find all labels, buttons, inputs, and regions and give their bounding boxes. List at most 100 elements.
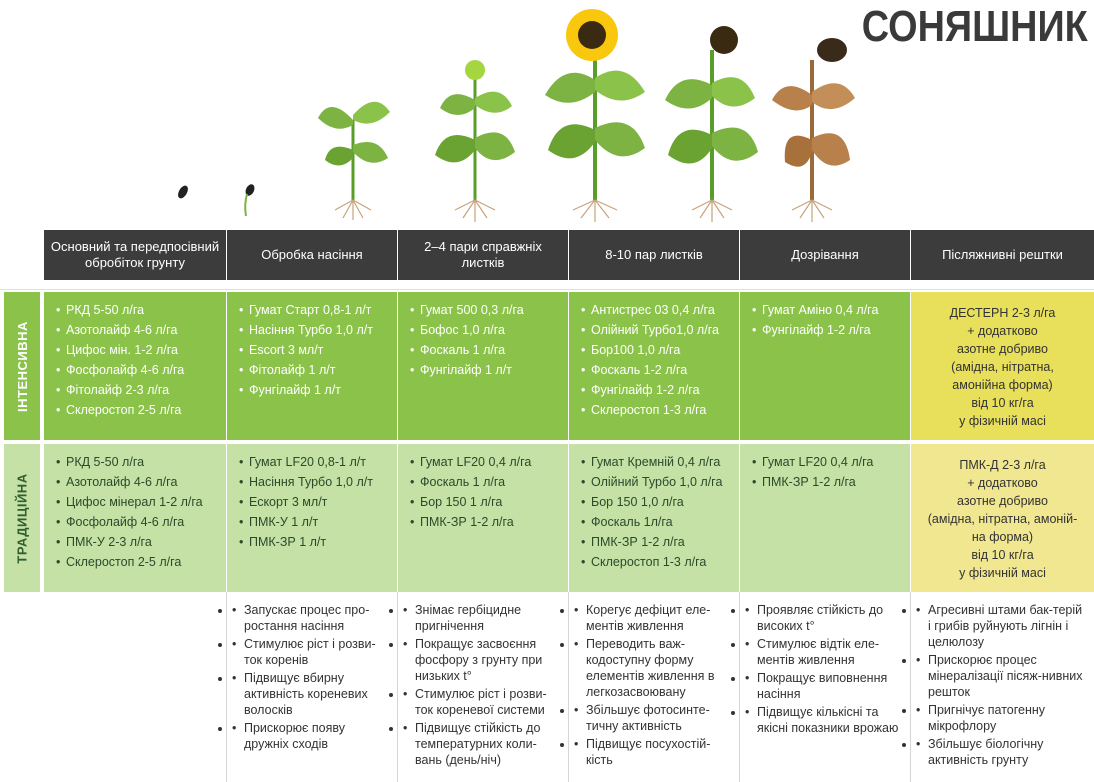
list-item: Гумат LF20 0,8-1 л/т bbox=[239, 452, 391, 472]
note-item: Підвищує посухостій-кість bbox=[574, 736, 734, 768]
list-item: Бор 150 1 л/га bbox=[410, 492, 562, 512]
text-line: + додатково bbox=[967, 476, 1038, 490]
notes-residues: Агресивні штами бак-терій і грибів руйну… bbox=[916, 602, 1088, 770]
cell-intensive-seed: Гумат Старт 0,8-1 л/т Насіння Турбо 1,0 … bbox=[227, 292, 397, 440]
note-item: Підвищує стійкість до температурних коли… bbox=[403, 720, 563, 768]
cell-intensive-2-4-leaves: Гумат 500 0,3 л/га Бофос 1,0 л/га Фоскал… bbox=[398, 292, 568, 440]
list-item: Гумат Аміно 0,4 л/га bbox=[752, 300, 904, 320]
sprouting-seed-icon bbox=[244, 184, 255, 217]
note-item: Збільшує біологічну активність грунту bbox=[916, 736, 1088, 768]
row-divider bbox=[0, 289, 1094, 290]
list-item: Фосфолайф 4-6 л/га bbox=[56, 360, 220, 380]
text-line: ДЕСТЕРН 2-3 л/га bbox=[949, 306, 1056, 320]
column-divider bbox=[910, 592, 911, 782]
text-line: азотне добриво bbox=[957, 494, 1048, 508]
list-item: Азотолайф 4-6 л/га bbox=[56, 320, 220, 340]
text-line: на форма) bbox=[971, 530, 1034, 544]
list-item: ПМК-ЗР 1-2 л/га bbox=[581, 532, 733, 552]
list-item: Бофос 1,0 л/га bbox=[410, 320, 562, 340]
text-line: у фізичній масі bbox=[959, 566, 1046, 580]
column-header-crop-residues: Післяжнивні рештки bbox=[911, 230, 1094, 280]
list-item: Фоскаль 1-2 л/га bbox=[581, 360, 733, 380]
row-label-traditional: ТРАДИЦІЙНА bbox=[4, 444, 40, 592]
list-item: РКД 5-50 л/га bbox=[56, 300, 220, 320]
list-item: Фоскаль 1 л/га bbox=[410, 472, 562, 492]
list-item: Насіння Турбо 1,0 л/т bbox=[239, 472, 391, 492]
list-item: ПМК-У 2-3 л/га bbox=[56, 532, 220, 552]
text-line: + додатково bbox=[967, 324, 1038, 338]
list-item: Склеростоп 1-3 л/га bbox=[581, 400, 733, 420]
text-line: амонійна форма) bbox=[952, 378, 1053, 392]
column-header-tillage: Основний та передпосівний обробіток грун… bbox=[44, 230, 226, 280]
text-line: (амідна, нітратна, bbox=[951, 360, 1054, 374]
list-item: Ескорт 3 мл/т bbox=[239, 492, 391, 512]
text-line: ПМК-Д 2-3 л/га bbox=[959, 458, 1046, 472]
note-item: Підвищує вбирну активність кореневих вол… bbox=[232, 670, 392, 718]
list-item: Фоскаль 1 л/га bbox=[410, 340, 562, 360]
note-item: Стимулює відтік еле-ментів живлення bbox=[745, 636, 905, 668]
list-item: Склеростоп 2-5 л/га bbox=[56, 400, 220, 420]
list-item: Склеростоп 1-3 л/га bbox=[581, 552, 733, 572]
list-item: ПМК-ЗР 1 л/т bbox=[239, 532, 391, 552]
column-header-seed-treatment: Обробка насіння bbox=[227, 230, 397, 280]
list-item: Бор100 1,0 л/га bbox=[581, 340, 733, 360]
text-line: у фізичній масі bbox=[959, 414, 1046, 428]
column-header-2-4-leaves: 2–4 пари справжніх листків bbox=[398, 230, 568, 280]
list-item: Цифос мін. 1-2 л/га bbox=[56, 340, 220, 360]
text-line: від 10 кг/га bbox=[971, 396, 1034, 410]
list-item: ПМК-У 1 л/т bbox=[239, 512, 391, 532]
notes-maturation: Проявляє стійкість до високих t° Стимулю… bbox=[745, 602, 905, 738]
cell-intensive-tillage: РКД 5-50 л/га Азотолайф 4-6 л/га Цифос м… bbox=[44, 292, 226, 440]
seed-icon bbox=[178, 185, 188, 199]
note-item: Корегує дефіцит еле-ментів живлення bbox=[574, 602, 734, 634]
cell-traditional-8-10-leaves: Гумат Кремній 0,4 л/га Олійний Турбо 1,0… bbox=[569, 444, 739, 592]
list-item: Фітолайф 2-3 л/га bbox=[56, 380, 220, 400]
cell-traditional-seed: Гумат LF20 0,8-1 л/т Насіння Турбо 1,0 л… bbox=[227, 444, 397, 592]
page-title: СОНЯШНИК bbox=[862, 2, 1088, 51]
column-divider bbox=[568, 592, 569, 782]
cell-intensive-maturation: Гумат Аміно 0,4 л/га Фунгілайф 1-2 л/га bbox=[740, 292, 910, 440]
list-item: Фітолайф 1 л/т bbox=[239, 360, 391, 380]
note-item: Підвищує кількісні та якісні показники в… bbox=[745, 704, 905, 736]
note-item: Пригнічує патогенну мікрофлору bbox=[916, 702, 1088, 734]
note-item: Агресивні штами бак-терій і грибів руйну… bbox=[916, 602, 1088, 650]
notes-2-4-leaves: Знімає гербіцидне пригнічення Покращує з… bbox=[403, 602, 563, 770]
list-item: РКД 5-50 л/га bbox=[56, 452, 220, 472]
cell-traditional-2-4-leaves: Гумат LF20 0,4 л/га Фоскаль 1 л/га Бор 1… bbox=[398, 444, 568, 592]
maturing-sunflower-icon bbox=[665, 26, 758, 222]
dried-sunflower-icon bbox=[772, 38, 855, 222]
list-item: Фунгілайф 1-2 л/га bbox=[752, 320, 904, 340]
column-divider bbox=[226, 592, 227, 782]
young-plant-with-bud-icon bbox=[435, 60, 515, 222]
text-line: азотне добриво bbox=[957, 342, 1048, 356]
list-item: Гумат LF20 0,4 л/га bbox=[752, 452, 904, 472]
row-label-intensive: ІНТЕНСИВНА bbox=[4, 292, 40, 440]
note-item: Запускає процес про-ростання насіння bbox=[232, 602, 392, 634]
list-item: Гумат Старт 0,8-1 л/т bbox=[239, 300, 391, 320]
note-item: Переводить важ-кодоступну форму елементі… bbox=[574, 636, 734, 700]
note-item: Прискорює появу дружніх сходів bbox=[232, 720, 392, 752]
column-divider bbox=[739, 592, 740, 782]
list-item: Фосфолайф 4-6 л/га bbox=[56, 512, 220, 532]
text-line: від 10 кг/га bbox=[971, 548, 1034, 562]
note-item: Покращує виповнення насіння bbox=[745, 670, 905, 702]
cell-traditional-maturation: Гумат LF20 0,4 л/га ПМК-ЗР 1-2 л/га bbox=[740, 444, 910, 592]
note-item: Покращує засвоєння фосфору з грунту при … bbox=[403, 636, 563, 684]
column-header-maturation: Дозрівання bbox=[740, 230, 910, 280]
list-item: Олійний Турбо 1,0 л/га bbox=[581, 472, 733, 492]
note-item: Проявляє стійкість до високих t° bbox=[745, 602, 905, 634]
list-item: Фоскаль 1л/га bbox=[581, 512, 733, 532]
note-item: Знімає гербіцидне пригнічення bbox=[403, 602, 563, 634]
list-item: Антистрес 03 0,4 л/га bbox=[581, 300, 733, 320]
cell-intensive-residues: ДЕСТЕРН 2-3 л/га + додатково азотне добр… bbox=[911, 292, 1094, 440]
list-item: Гумат LF20 0,4 л/га bbox=[410, 452, 562, 472]
list-item: Олійний Турбо1,0 л/га bbox=[581, 320, 733, 340]
cell-traditional-residues: ПМК-Д 2-3 л/га + додатково азотне добрив… bbox=[911, 444, 1094, 592]
text-line: (амідна, нітратна, амоній- bbox=[927, 512, 1078, 526]
column-divider bbox=[397, 592, 398, 782]
note-item: Стимулює ріст і розви-ток кореневої сист… bbox=[403, 686, 563, 718]
list-item: Насіння Турбо 1,0 л/т bbox=[239, 320, 391, 340]
notes-seed-treatment: Запускає процес про-ростання насіння Сти… bbox=[232, 602, 392, 754]
list-item: Гумат Кремній 0,4 л/га bbox=[581, 452, 733, 472]
list-item: Гумат 500 0,3 л/га bbox=[410, 300, 562, 320]
